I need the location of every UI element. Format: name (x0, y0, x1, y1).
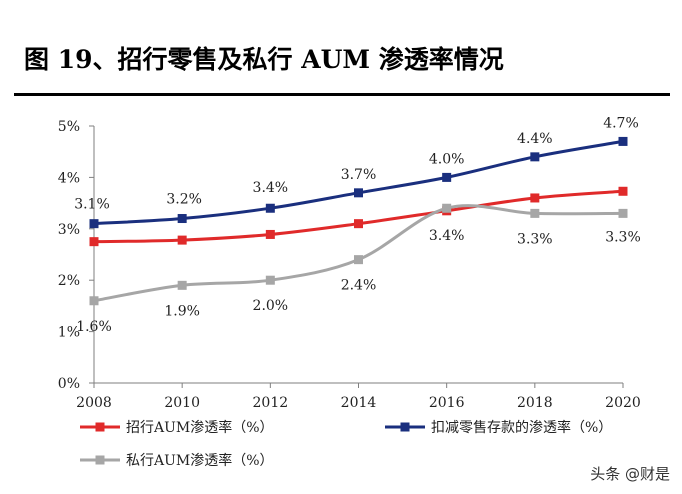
y-tick-label: 4% (58, 170, 80, 186)
series-marker (177, 235, 187, 245)
data-label: 3.4% (253, 180, 289, 196)
chart-legend: 招行AUM渗透率（%） 扣减零售存款的渗透率（%） 私行AUM渗透率（%） (80, 419, 612, 469)
series-marker (618, 186, 628, 196)
series-marker (530, 193, 540, 203)
series-marker (265, 275, 275, 285)
series-layer (89, 136, 628, 306)
data-label: 3.3% (517, 231, 553, 247)
chart-axes: 0% 1% 2% 3% 4% 5% 2008 2010 2012 2014 2016 2018 2020 (58, 119, 641, 411)
data-label: 4.7% (603, 115, 639, 131)
data-label: 1.6% (76, 319, 112, 335)
series-marker (354, 219, 363, 229)
x-tick-label: 2012 (253, 395, 289, 411)
data-label-layer: 3.1% 3.2% 3.4% 3.7% 4.0% 4.4% 4.7% 1.6% 1.9% 2.0%… (74, 115, 641, 334)
legend-swatch-marker (95, 455, 105, 465)
legend-swatch-marker (95, 422, 105, 432)
legend-label: 私行AUM渗透率（%） (126, 452, 274, 469)
data-label: 3.3% (605, 229, 641, 245)
data-label: 1.9% (164, 303, 200, 319)
data-label: 4.0% (429, 151, 465, 167)
series-marker (177, 214, 187, 224)
legend-swatch-marker (400, 422, 410, 432)
figure-title: 图 19、招行零售及私行 AUM 渗透率情况 (24, 45, 504, 74)
y-tick-label: 1% (58, 325, 80, 341)
x-tick-label: 2014 (341, 395, 377, 411)
data-label: 2.0% (253, 298, 289, 314)
series-marker (265, 229, 275, 239)
series-marker (618, 208, 628, 218)
x-tick-label: 2016 (429, 395, 465, 411)
y-tick-label: 0% (58, 376, 80, 392)
series-marker (354, 188, 363, 198)
series-marker (89, 296, 99, 306)
series-marker (442, 172, 452, 182)
title-rule (14, 93, 670, 96)
x-tick-label: 2010 (164, 395, 200, 411)
series-marker (354, 255, 363, 265)
series-marker (177, 280, 187, 290)
y-tick-label: 5% (58, 119, 80, 135)
data-label: 3.2% (166, 192, 202, 208)
series-marker (265, 203, 275, 213)
data-label: 3.7% (341, 167, 377, 183)
x-tick-label: 2008 (76, 395, 112, 411)
series-marker (89, 237, 99, 247)
series-marker (530, 152, 540, 162)
x-tick-label: 2018 (517, 395, 553, 411)
legend-label: 扣减零售存款的渗透率（%） (431, 419, 612, 436)
data-label: 3.4% (429, 228, 465, 244)
data-label: 2.4% (341, 278, 377, 294)
watermark-text: 头条 @财是 (590, 465, 670, 483)
x-tick-label: 2020 (605, 395, 641, 411)
series-marker (618, 136, 628, 146)
y-tick-label: 3% (58, 222, 80, 238)
y-tick-label: 2% (58, 273, 80, 289)
series-marker (89, 219, 99, 229)
data-label: 3.1% (74, 197, 110, 213)
legend-label: 招行AUM渗透率（%） (126, 419, 274, 436)
data-label: 4.4% (517, 131, 553, 147)
series-marker (530, 208, 540, 218)
series-marker (442, 203, 452, 213)
